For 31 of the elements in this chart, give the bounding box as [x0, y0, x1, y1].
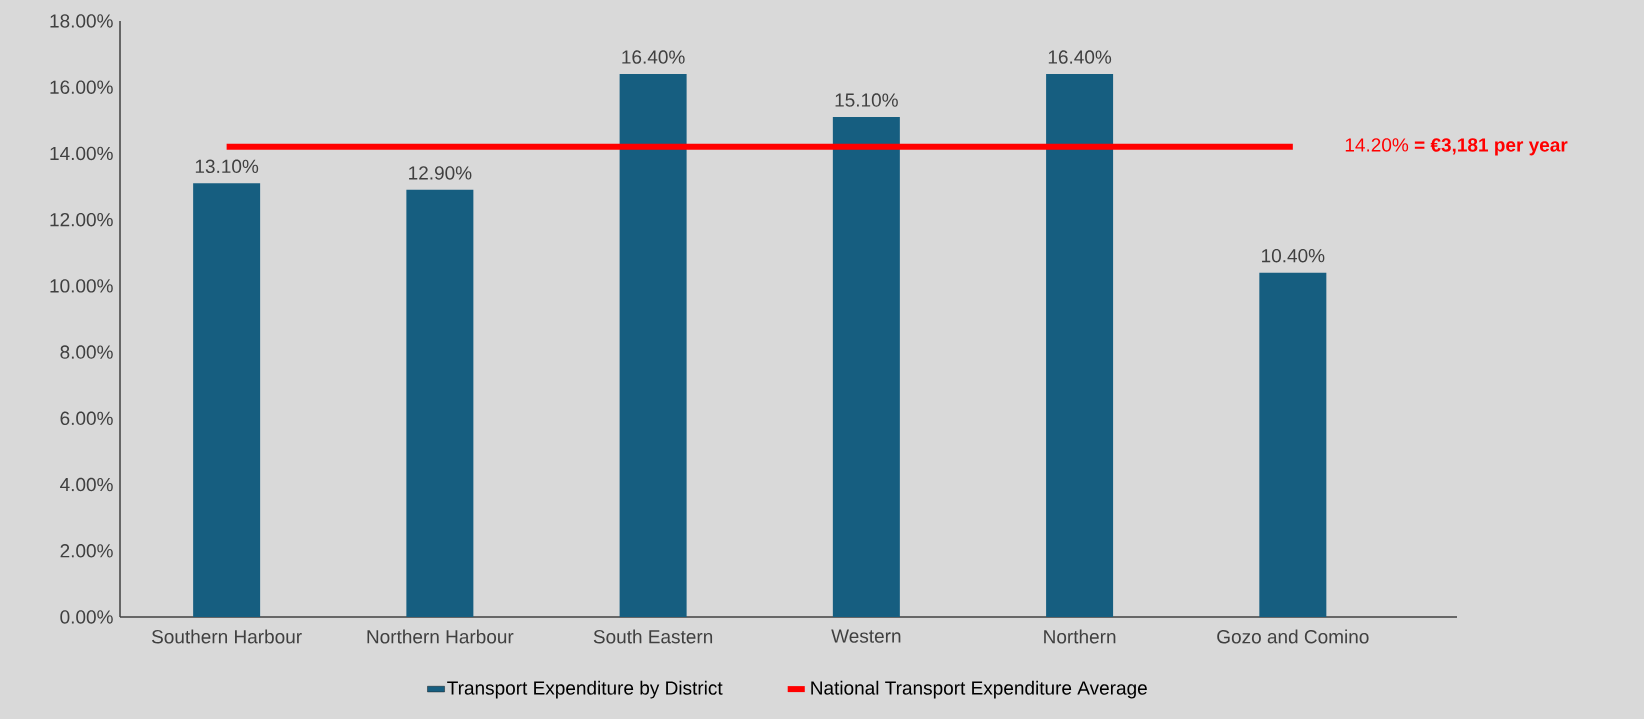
y-tick-label: 4.00%: [60, 477, 113, 492]
y-tick-label: 6.00%: [60, 411, 113, 426]
legend-label: National Transport Expenditure Average: [811, 680, 1147, 699]
x-tick-label: Northern Harbour: [367, 629, 514, 644]
y-tick-label: 10.00%: [50, 279, 113, 293]
x-tick-label: Southern Harbour: [151, 629, 302, 644]
y-tick-label: 8.00%: [60, 345, 113, 359]
x-tick-label: Northern: [1044, 629, 1116, 644]
x-tick-label: South Eastern: [593, 629, 713, 644]
y-tick-label: 2.00%: [60, 544, 113, 558]
data-label: 15.10%: [835, 93, 898, 107]
bar: [832, 117, 900, 617]
y-tick-label: 14.00%: [50, 146, 113, 161]
x-tick-label: Gozo and Comino: [1217, 629, 1369, 644]
y-tick-label: 0.00%: [60, 610, 113, 624]
y-tick-label: 12.00%: [50, 212, 113, 227]
bar: [1259, 272, 1327, 617]
bar: [406, 189, 474, 617]
bar: [193, 183, 261, 617]
bar: [619, 73, 687, 617]
bar: [1046, 73, 1114, 617]
data-label: 10.40%: [1262, 248, 1325, 263]
y-tick-label: 16.00%: [50, 80, 113, 94]
data-label: 16.40%: [622, 50, 685, 64]
x-tick-label: Western: [831, 629, 901, 643]
y-tick-label: 18.00%: [50, 14, 113, 28]
data-label: 16.40%: [1048, 50, 1112, 64]
data-label: 12.90%: [409, 166, 472, 180]
legend-label: Transport Expenditure by District: [447, 680, 723, 699]
annotation: 14.20% = €3,181 per year: [1345, 138, 1568, 156]
data-label: 13.10%: [195, 159, 259, 174]
